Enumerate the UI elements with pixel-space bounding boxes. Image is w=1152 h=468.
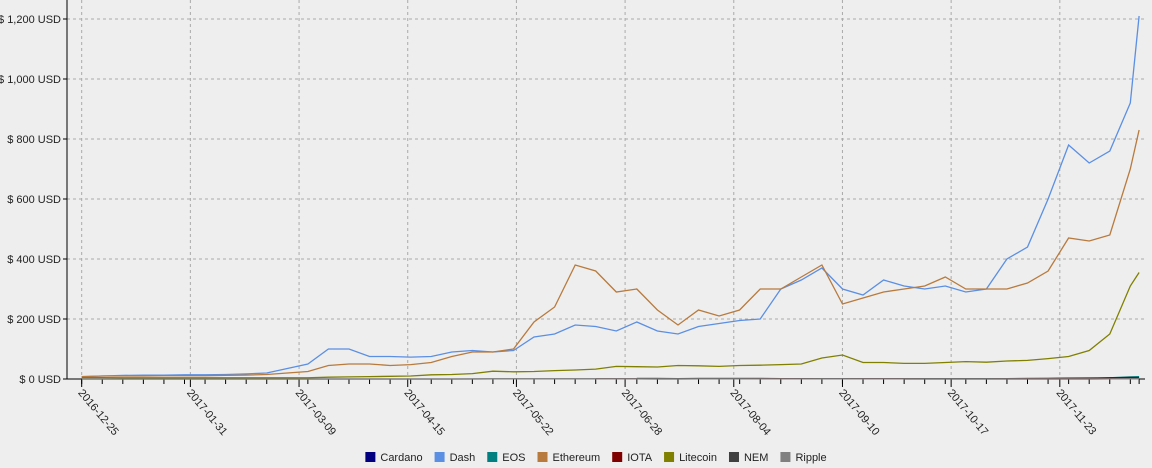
x-tick-label: 2017-01-31	[184, 387, 229, 438]
y-tick-label: $ 1,200 USD	[0, 14, 61, 26]
x-tick-label: 2017-09-10	[836, 387, 881, 438]
legend-swatch	[537, 452, 548, 462]
legend-label: Cardano	[380, 452, 422, 464]
legend-label: NEM	[744, 452, 768, 464]
legend-swatch	[487, 452, 498, 462]
y-tick-label: $ 400 USD	[7, 254, 61, 266]
legend-label: EOS	[502, 452, 525, 464]
series-line	[81, 15, 1140, 378]
legend-label: Ripple	[795, 452, 826, 464]
x-tick-label: 2017-11-23	[1054, 387, 1099, 437]
legend-swatch	[780, 452, 791, 462]
legend-label: Dash	[450, 452, 476, 464]
legend: Cardano Dash EOS Ethereum IOTA Litecoin NEM Rip…	[365, 452, 827, 464]
x-tick-label: 2017-04-15	[401, 387, 446, 438]
series-line	[81, 129, 1140, 378]
legend-swatch	[728, 452, 739, 462]
x-tick-label: 2017-03-09	[293, 387, 338, 438]
y-tick-label: $ 200 USD	[7, 314, 61, 326]
y-tick-label: $ 1,000 USD	[0, 74, 61, 86]
y-tick-label: $ 800 USD	[7, 134, 61, 146]
legend-swatch	[365, 452, 376, 462]
y-tick-label: $ 600 USD	[7, 194, 61, 206]
legend-swatch	[664, 452, 675, 462]
x-tick-label: 2016-12-25	[75, 387, 120, 438]
legend-label: Ethereum	[553, 452, 601, 464]
y-tick-label: $ 0 USD	[19, 374, 61, 386]
x-tick-label: 2017-06-28	[619, 387, 664, 438]
series-line	[81, 272, 1140, 379]
legend-swatch	[612, 452, 623, 462]
x-tick-label: 2017-08-04	[727, 387, 772, 438]
x-tick-label: 2017-10-17	[945, 387, 990, 438]
x-tick-label: 2017-05-22	[510, 387, 555, 438]
legend-swatch	[434, 452, 445, 462]
legend-label: IOTA	[627, 452, 653, 464]
legend-label: Litecoin	[679, 452, 717, 464]
